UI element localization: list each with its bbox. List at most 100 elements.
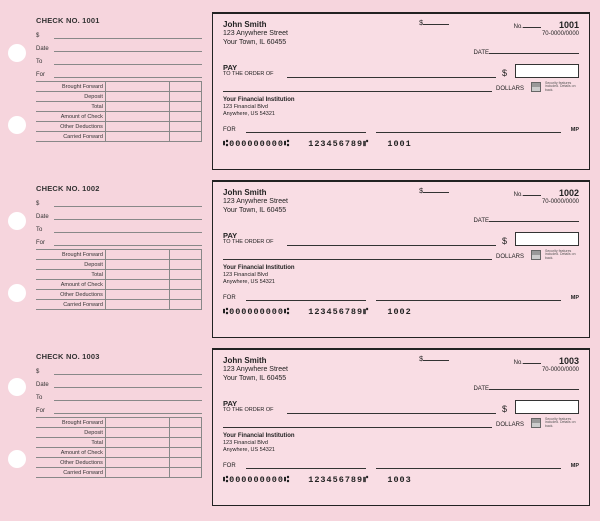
amount-dollar-sign: $ (502, 404, 507, 414)
stub-date-label: Date (36, 214, 54, 220)
ledger-other-deductions: Other Deductions (36, 290, 105, 300)
check-number-block: No.1003 70-0000/0000 (514, 356, 579, 384)
payer-city: Your Town, IL 60455 (223, 375, 288, 384)
no-label: No. (514, 192, 523, 198)
micr-account: 123456789⑈ (308, 475, 369, 485)
micr-line: ⑆000000000⑆ 123456789⑈ 1001 (223, 139, 579, 149)
pay-to-order-label: PAYTO THE ORDER OF (223, 400, 283, 414)
check-row: CHECK NO. 1003 $ Date To For Brought For… (36, 348, 590, 506)
stub-amount-line (54, 367, 202, 375)
payer-name: John Smith (223, 356, 288, 366)
stub-check-number: CHECK NO. 1001 (36, 16, 202, 25)
ledger-total: Total (36, 438, 105, 448)
stub-date-line (54, 44, 202, 52)
dollars-label: DOLLARS (496, 254, 524, 260)
ledger-amount-of-check: Amount of Check (36, 112, 105, 122)
signature-line (376, 293, 561, 301)
ledger-total: Total (36, 270, 105, 280)
stub-ledger-table: Brought Forward Deposit Total Amount of … (36, 417, 202, 478)
micr-check-number: 1002 (387, 307, 411, 317)
micr-check-number: 1003 (387, 475, 411, 485)
stub-to-label: To (36, 227, 54, 233)
checkbook-sheet: CHECK NO. 1001 $ Date To For Brought For… (0, 0, 600, 521)
memo-label: FOR (223, 463, 236, 469)
no-label: No. (514, 360, 523, 366)
bank-name: Your Financial Institution (223, 265, 579, 272)
mp-label: MP (571, 463, 579, 469)
stub-for-label: For (36, 240, 54, 246)
date-line (489, 53, 579, 54)
stub-date-line (54, 212, 202, 220)
micr-account: 123456789⑈ (308, 307, 369, 317)
dollars-label: DOLLARS (496, 422, 524, 428)
amount-box (515, 232, 579, 246)
stub-date-label: Date (36, 46, 54, 52)
check-body: $ John Smith 123 Anywhere Street Your To… (212, 12, 590, 170)
date-line (489, 389, 579, 390)
top-dollar-sign: $ (419, 20, 449, 27)
bank-city: Anywhere, US 54321 (223, 279, 579, 286)
payee-line (287, 236, 496, 246)
stub-to-line (54, 393, 202, 401)
ledger-other-deductions: Other Deductions (36, 122, 105, 132)
micr-routing: ⑆000000000⑆ (223, 139, 290, 149)
date-label: DATE (473, 50, 489, 56)
stub-dollar-label: $ (36, 33, 54, 39)
micr-account: 123456789⑈ (308, 139, 369, 149)
ledger-deposit: Deposit (36, 92, 105, 102)
memo-label: FOR (223, 127, 236, 133)
top-dollar-sign: $ (419, 356, 449, 363)
hole (8, 212, 26, 230)
check-stub: CHECK NO. 1003 $ Date To For Brought For… (36, 348, 204, 506)
routing-fraction: 70-0000/0000 (514, 199, 579, 205)
check-body: $ John Smith 123 Anywhere Street Your To… (212, 348, 590, 506)
amount-box (515, 64, 579, 78)
bank-name: Your Financial Institution (223, 433, 579, 440)
micr-line: ⑆000000000⑆ 123456789⑈ 1003 (223, 475, 579, 485)
ledger-deposit: Deposit (36, 260, 105, 270)
memo-label: FOR (223, 295, 236, 301)
stub-ledger-table: Brought Forward Deposit Total Amount of … (36, 81, 202, 142)
security-text: Security features included. Details on b… (545, 250, 579, 261)
amount-box (515, 400, 579, 414)
top-dollar-sign: $ (419, 188, 449, 195)
payer-city: Your Town, IL 60455 (223, 39, 288, 48)
date-label: DATE (473, 218, 489, 224)
stub-to-label: To (36, 59, 54, 65)
micr-routing: ⑆000000000⑆ (223, 307, 290, 317)
stub-dollar-label: $ (36, 369, 54, 375)
ledger-brought-forward: Brought Forward (36, 418, 105, 428)
memo-line (246, 461, 366, 469)
check-row: CHECK NO. 1002 $ Date To For Brought For… (36, 180, 590, 338)
written-amount-line (223, 418, 492, 428)
check-stub: CHECK NO. 1002 $ Date To For Brought For… (36, 180, 204, 338)
hole (8, 378, 26, 396)
payer-name: John Smith (223, 20, 288, 30)
bank-street: 123 Financial Blvd (223, 440, 579, 447)
no-label: No. (514, 24, 523, 30)
ledger-amount-of-check: Amount of Check (36, 280, 105, 290)
payer-street: 123 Anywhere Street (223, 366, 288, 375)
payer-block: John Smith 123 Anywhere Street Your Town… (223, 356, 288, 384)
stub-for-line (54, 70, 202, 78)
check-number-block: No.1001 70-0000/0000 (514, 20, 579, 48)
check-number: 1003 (559, 356, 579, 366)
pay-to-order-label: PAYTO THE ORDER OF (223, 232, 283, 246)
ledger-carried-forward: Carried Forward (36, 468, 105, 478)
padlock-icon (531, 82, 541, 92)
check-stub: CHECK NO. 1001 $ Date To For Brought For… (36, 12, 204, 170)
stub-amount-line (54, 31, 202, 39)
padlock-icon (531, 418, 541, 428)
stub-to-line (54, 57, 202, 65)
bank-block: Your Financial Institution 123 Financial… (223, 433, 579, 453)
ledger-carried-forward: Carried Forward (36, 300, 105, 310)
bank-name: Your Financial Institution (223, 97, 579, 104)
check-number-block: No.1002 70-0000/0000 (514, 188, 579, 216)
amount-dollar-sign: $ (502, 68, 507, 78)
memo-line (246, 125, 366, 133)
ledger-brought-forward: Brought Forward (36, 82, 105, 92)
bank-street: 123 Financial Blvd (223, 104, 579, 111)
stub-to-label: To (36, 395, 54, 401)
hole (8, 450, 26, 468)
security-text: Security features included. Details on b… (545, 418, 579, 429)
